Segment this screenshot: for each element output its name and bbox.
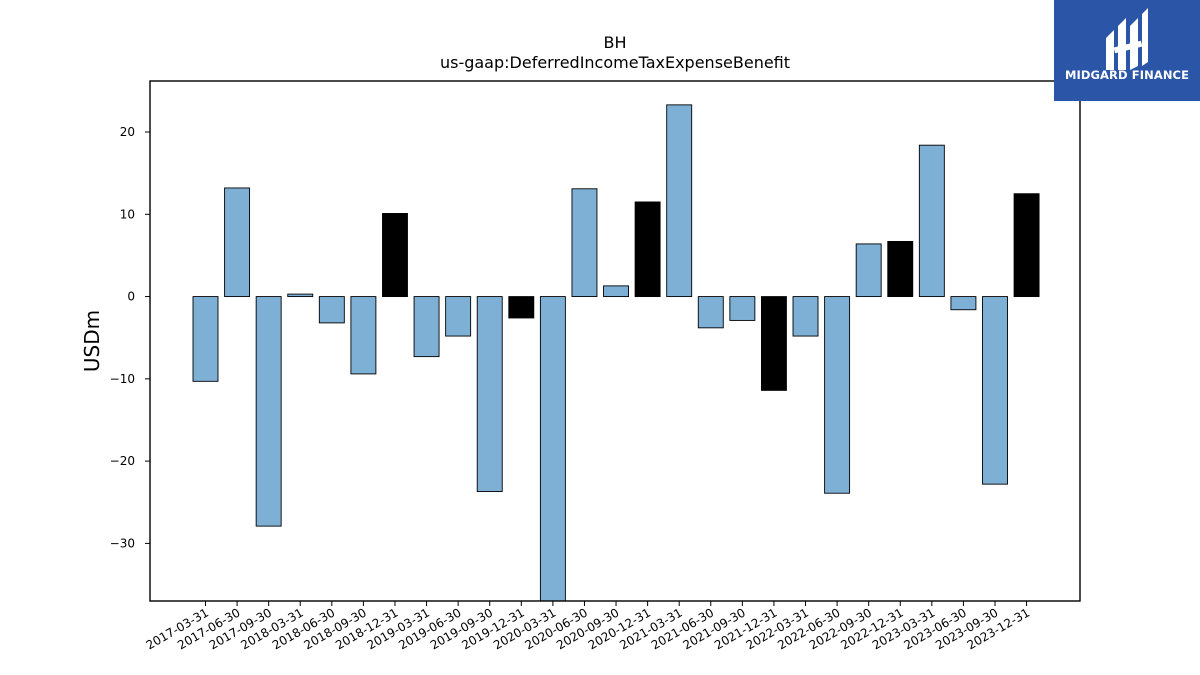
- bar-2022-12-31: [887, 240, 914, 298]
- bar-2019-09-30: [476, 296, 503, 493]
- bar-2020-06-30: [571, 188, 598, 298]
- y-axis-label: USDm: [80, 310, 104, 372]
- y-axis: −30 −20 −10 0 10 20: [110, 125, 150, 550]
- bar-2019-12-31: [508, 296, 535, 319]
- chart-subtitle: us-gaap:DeferredIncomeTaxExpenseBenefit: [440, 53, 790, 72]
- bar-2021-12-31: [760, 296, 787, 391]
- midgard-logo-icon: [1106, 8, 1148, 70]
- bars-group: [192, 104, 1040, 602]
- bar-2021-03-31: [666, 104, 693, 298]
- plot-frame: [149, 80, 1081, 602]
- bar-2018-12-31: [382, 213, 408, 298]
- brand-name: MIDGARD FINANCE: [1064, 68, 1190, 82]
- bar-2021-06-30: [697, 296, 724, 329]
- y-tick-label: 0: [127, 290, 135, 304]
- brand-logo: MIDGARD FINANCE: [1054, 0, 1200, 101]
- y-tick-label: −30: [110, 536, 135, 550]
- bar-2023-09-30: [982, 296, 1008, 485]
- bar-2019-03-31: [413, 296, 440, 358]
- bar-2018-03-31: [287, 293, 314, 298]
- bar-2017-06-30: [224, 187, 251, 298]
- bar-2020-09-30: [603, 285, 629, 298]
- bar-2022-03-31: [792, 296, 819, 337]
- chart-title: BH: [603, 33, 626, 52]
- bar-2019-06-30: [445, 296, 472, 337]
- bar-2020-03-31: [539, 296, 566, 602]
- bar-2021-09-30: [729, 296, 756, 321]
- y-tick-label: −10: [110, 372, 135, 386]
- bar-2017-09-30: [255, 296, 282, 527]
- bar-2020-12-31: [634, 201, 661, 298]
- bar-2018-09-30: [350, 296, 377, 375]
- y-tick-label: −20: [110, 454, 135, 468]
- bar-2023-03-31: [918, 144, 945, 298]
- bar-2017-03-31: [192, 296, 219, 382]
- bar-2023-12-31: [1013, 193, 1040, 298]
- bar-2023-06-30: [950, 296, 977, 311]
- bar-2022-06-30: [824, 296, 851, 494]
- bar-2022-09-30: [855, 243, 882, 298]
- y-tick-label: 10: [120, 207, 135, 221]
- x-axis: 2017-03-312017-06-302017-09-302018-03-31…: [144, 601, 1032, 652]
- bar-2018-06-30: [318, 296, 345, 324]
- y-tick-label: 20: [120, 125, 135, 139]
